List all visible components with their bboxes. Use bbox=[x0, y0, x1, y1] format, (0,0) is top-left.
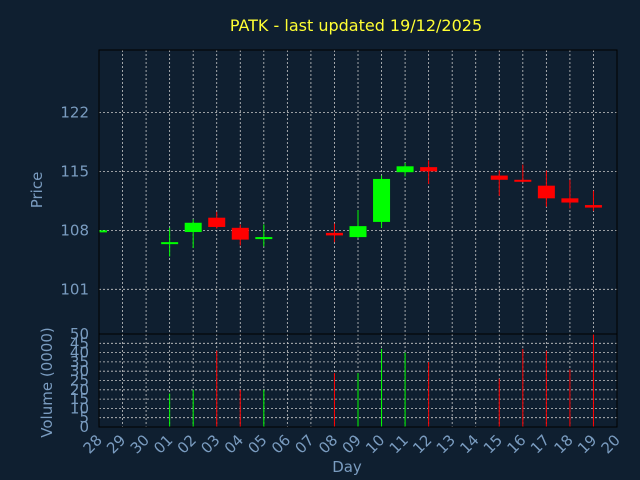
x-tick-label: 19 bbox=[574, 431, 600, 457]
x-tick-label: 08 bbox=[315, 431, 341, 457]
volume-tick-label: 50 bbox=[70, 325, 89, 343]
x-tick-label: 03 bbox=[197, 431, 223, 457]
price-tick-label: 101 bbox=[60, 280, 89, 298]
candle bbox=[561, 179, 579, 209]
candle bbox=[490, 170, 508, 196]
candle-body bbox=[161, 242, 179, 245]
volume-tick-label: 30 bbox=[70, 362, 89, 380]
candle bbox=[537, 170, 555, 207]
candle bbox=[231, 224, 249, 246]
volume-tick-label: 35 bbox=[70, 353, 89, 371]
candle bbox=[420, 160, 438, 184]
candle-body bbox=[396, 166, 414, 173]
candle bbox=[184, 219, 202, 249]
candle-body bbox=[514, 179, 532, 182]
volume-tick-label: 45 bbox=[70, 334, 89, 352]
volume-bars bbox=[169, 334, 594, 427]
candle-body bbox=[584, 205, 602, 208]
volume-tick-label: 0 bbox=[79, 418, 89, 436]
volume-tick-label: 5 bbox=[79, 409, 89, 427]
candle bbox=[373, 175, 391, 228]
x-tick-label: 14 bbox=[456, 431, 482, 457]
candle-body bbox=[349, 226, 367, 238]
candle-body bbox=[561, 198, 579, 203]
candle-body bbox=[420, 167, 438, 172]
x-tick-label: 29 bbox=[103, 431, 129, 457]
candle-body bbox=[184, 222, 202, 233]
candle bbox=[514, 164, 532, 183]
price-candles bbox=[98, 160, 602, 257]
x-tick-label: 17 bbox=[527, 431, 553, 457]
x-tick-label: 13 bbox=[433, 431, 459, 457]
candle bbox=[349, 210, 367, 238]
x-tick-label: 04 bbox=[221, 431, 247, 457]
x-tick-label: 01 bbox=[150, 431, 176, 457]
x-tick-label: 06 bbox=[268, 431, 294, 457]
x-tick-label: 09 bbox=[339, 431, 365, 457]
x-tick-label: 07 bbox=[292, 431, 318, 457]
candle bbox=[396, 162, 414, 177]
x-tick-label: 16 bbox=[503, 431, 529, 457]
x-tick-label: 18 bbox=[551, 431, 577, 457]
candle bbox=[161, 227, 179, 257]
chart-title: PATK - last updated 19/12/2025 bbox=[230, 16, 482, 35]
candle-body bbox=[255, 237, 273, 240]
x-tick-label: 12 bbox=[409, 431, 435, 457]
candle-body bbox=[208, 217, 226, 227]
x-axis-ticks: 2829300102030405060708091011121314151617… bbox=[80, 431, 624, 457]
price-tick-label: 115 bbox=[60, 162, 89, 180]
x-tick-label: 11 bbox=[386, 431, 412, 457]
x-tick-label: 30 bbox=[127, 431, 153, 457]
candle bbox=[584, 190, 602, 211]
x-axis-label: Day bbox=[332, 458, 362, 476]
volume-tick-label: 40 bbox=[70, 344, 89, 362]
volume-tick-label: 25 bbox=[70, 372, 89, 390]
volume-tick-label: 20 bbox=[70, 381, 89, 399]
volume-tick-label: 15 bbox=[70, 390, 89, 408]
volume-tick-label: 10 bbox=[70, 399, 89, 417]
candle bbox=[325, 223, 343, 243]
candle-body bbox=[325, 232, 343, 236]
price-tick-label: 122 bbox=[60, 103, 89, 121]
x-tick-label: 10 bbox=[362, 431, 388, 457]
volume-frame bbox=[98, 333, 618, 428]
price-axis-label: Price bbox=[28, 172, 46, 209]
candle bbox=[98, 229, 107, 233]
candle-body bbox=[231, 227, 249, 240]
x-tick-label: 05 bbox=[244, 431, 270, 457]
x-tick-label: 15 bbox=[480, 431, 506, 457]
price-panel: 101 108 115 122 Price bbox=[28, 49, 618, 335]
x-tick-label: 02 bbox=[174, 431, 200, 457]
price-y-ticks: 101 108 115 122 bbox=[60, 103, 89, 298]
candle-body bbox=[490, 175, 508, 180]
x-tick-label: 20 bbox=[598, 431, 624, 457]
candle-body bbox=[537, 185, 555, 199]
candle-body bbox=[99, 230, 107, 233]
price-tick-label: 108 bbox=[60, 221, 89, 239]
candle bbox=[255, 224, 273, 247]
volume-axis-label: Volume (0000) bbox=[38, 327, 56, 437]
candle-body bbox=[373, 178, 391, 222]
candle bbox=[208, 211, 226, 229]
